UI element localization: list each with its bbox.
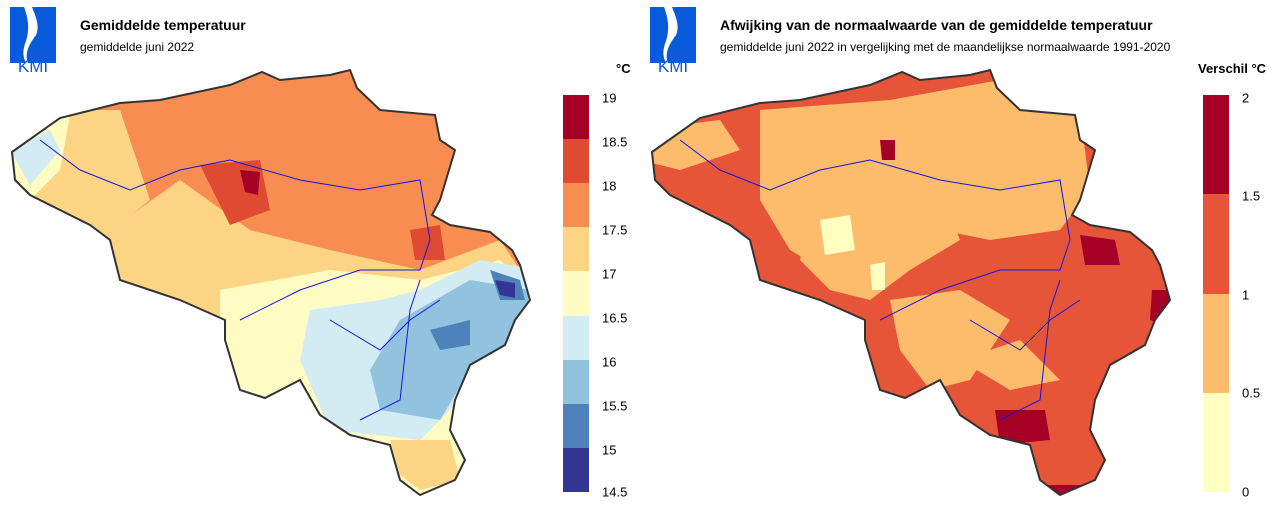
map-title: Gemiddelde temperatuur [80, 17, 246, 33]
left-panel-mean-temperature: KMI Gemiddelde temperatuur gemiddelde ju… [10, 7, 631, 500]
temperature-legend [563, 95, 589, 492]
legend-bin [563, 271, 589, 316]
legend-bin [1203, 392, 1229, 492]
legend-bin [563, 227, 589, 272]
legend-tick: 0 [1242, 484, 1250, 500]
legend-bin [563, 359, 589, 404]
legend-bin [1203, 194, 1229, 294]
legend-tick: 1 [1242, 287, 1250, 303]
legend-bin [1203, 293, 1229, 393]
anomaly-legend [1203, 95, 1229, 492]
legend-bin [563, 315, 589, 360]
legend-tick: 2 [1242, 90, 1250, 106]
legend-tick: 19 [602, 90, 617, 106]
legend-bin [563, 403, 589, 448]
svg-text:KMI: KMI [658, 57, 688, 73]
legend-unit: °C [616, 61, 631, 76]
legend-tick: 18 [602, 178, 617, 194]
kmi-logo: KMI [10, 7, 56, 73]
legend-unit: Verschil °C [1198, 61, 1267, 76]
legend-tick: 17 [602, 266, 617, 282]
belgium-anomaly-map [651, 69, 1171, 496]
map-subtitle: gemiddelde juni 2022 in vergelijking met… [720, 40, 1171, 54]
legend-tick: 14.5 [602, 484, 628, 500]
legend-tick: 16.5 [602, 310, 628, 326]
svg-text:KMI: KMI [18, 57, 48, 73]
legend-tick: 16 [602, 354, 617, 370]
legend-tick: 15.5 [602, 398, 628, 414]
legend-bin [563, 447, 589, 492]
legend-bin [563, 183, 589, 228]
legend-tick: 18.5 [602, 134, 628, 150]
map-subtitle: gemiddelde juni 2022 [80, 40, 195, 54]
legend-tick: 0.5 [1242, 385, 1261, 401]
legend-bin [563, 95, 589, 140]
legend-tick: 1.5 [1242, 188, 1261, 204]
legend-bin [1203, 95, 1229, 195]
belgium-temperature-map [11, 69, 531, 496]
legend-bin [563, 139, 589, 184]
kmi-logo: KMI [650, 7, 696, 73]
map-title: Afwijking van de normaalwaarde van de ge… [720, 17, 1153, 33]
right-panel-temperature-anomaly: KMI Afwijking van de normaalwaarde van d… [640, 0, 1280, 507]
legend-tick: 15 [602, 442, 617, 458]
legend-tick: 17.5 [602, 222, 628, 238]
